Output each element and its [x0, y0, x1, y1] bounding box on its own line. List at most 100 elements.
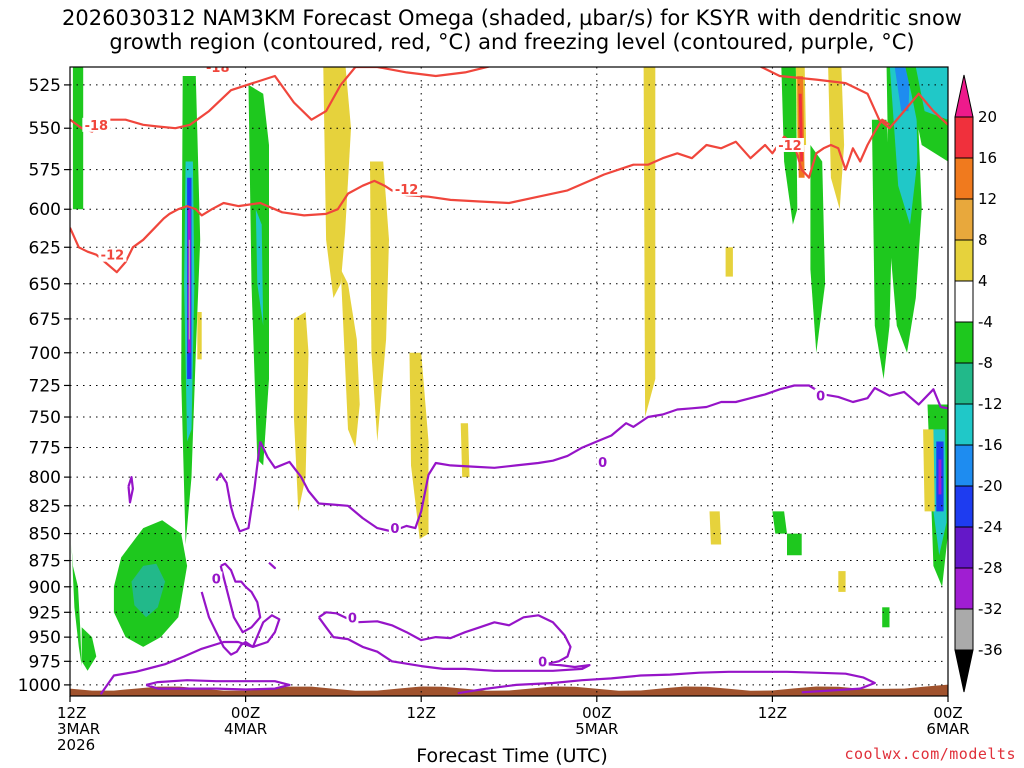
- contour-label-bg: [346, 610, 359, 625]
- x-tick-label: 00Z: [582, 704, 611, 722]
- colorbar-band: [954, 362, 974, 405]
- contour-line: [219, 562, 262, 634]
- y-tick-label: 800: [29, 468, 61, 488]
- plot-frame: [69, 66, 949, 697]
- y-tick-label: 700: [29, 344, 61, 364]
- omega-region: [882, 607, 890, 628]
- contour-label-bg: [388, 521, 401, 536]
- omega-shading-layer: [71, 67, 948, 671]
- chart-title-line-2: growth region (contoured, red, °C) and f…: [109, 30, 915, 54]
- omega-region: [81, 627, 97, 671]
- y-tick-label: 850: [29, 525, 61, 545]
- colorbar-band: [954, 608, 974, 651]
- x-tick-label: 00Z: [933, 704, 962, 722]
- colorbar-band: [954, 403, 974, 446]
- colorbar-label: -28: [978, 559, 1003, 577]
- y-tick-label: 600: [29, 200, 61, 220]
- contour-label-bg: [203, 67, 232, 74]
- omega-region: [838, 571, 846, 592]
- contour-label: -18: [206, 61, 230, 76]
- y-tick-label: 650: [29, 275, 61, 295]
- colorbar-band: [954, 116, 974, 159]
- omega-region: [923, 429, 935, 512]
- omega-region: [894, 67, 910, 112]
- colorbar-band: [954, 321, 974, 364]
- contour-label: -12: [395, 183, 419, 198]
- contour-line: [268, 561, 276, 570]
- contour-label: 0: [816, 390, 825, 405]
- omega-region: [460, 423, 470, 478]
- x-tick-label: 5MAR: [575, 720, 618, 738]
- omega-region: [323, 67, 351, 298]
- y-tick-label: 750: [29, 408, 61, 428]
- x-tick-label: 2026: [57, 736, 95, 754]
- terrain-layer: [70, 684, 948, 696]
- x-tick-label: 12Z: [407, 704, 436, 722]
- omega-region: [828, 67, 845, 210]
- omega-region: [889, 67, 918, 225]
- credit-link[interactable]: coolwx.com/modelts: [844, 745, 1016, 763]
- x-tick-label: 12Z: [57, 704, 86, 722]
- colorbar-label: 16: [978, 149, 997, 167]
- contour-label: 0: [390, 522, 399, 537]
- y-tick-label: 950: [29, 628, 61, 648]
- colorbar-label: -4: [978, 313, 993, 331]
- colorbar-band: [954, 157, 974, 200]
- omega-region: [71, 544, 82, 667]
- omega-region: [188, 239, 190, 340]
- contour-line: [145, 679, 291, 691]
- omega-region: [915, 67, 948, 120]
- y-tick-label: 925: [29, 603, 61, 623]
- colorbar-label: -8: [978, 354, 993, 372]
- y-tick-label: 875: [29, 552, 61, 572]
- colorbar-label: 12: [978, 190, 997, 208]
- colorbar-label: 4: [978, 272, 988, 290]
- x-tick-label: 4MAR: [224, 720, 267, 738]
- contour-label-bg: [82, 117, 111, 132]
- omega-region: [709, 511, 722, 545]
- contour-line: [259, 384, 948, 533]
- y-tick-label: 575: [29, 161, 61, 181]
- omega-region: [725, 247, 733, 277]
- omega-region: [871, 119, 893, 379]
- omega-region: [409, 352, 429, 539]
- colorbar-label: -20: [978, 477, 1003, 495]
- y-tick-label: 775: [29, 439, 61, 459]
- contour-label-bg: [210, 571, 223, 586]
- omega-region: [772, 511, 787, 534]
- colorbar-label: -32: [978, 600, 1003, 618]
- contour-label-bg: [98, 247, 127, 262]
- omega-region: [810, 145, 826, 353]
- contour-layer: -18 -18 -12 -12 -12 0 0 0 0 0 0: [70, 61, 948, 695]
- omega-region: [370, 161, 389, 442]
- contour-label: -18: [85, 119, 109, 134]
- contour-label: -12: [778, 139, 802, 154]
- colorbar-label: -12: [978, 395, 1003, 413]
- colorbar-band: [954, 280, 974, 323]
- x-tick-label: 3MAR: [57, 720, 100, 738]
- colorbar-band: [954, 198, 974, 241]
- contour-label: 0: [212, 572, 221, 587]
- y-tick-label: 550: [29, 119, 61, 139]
- contour-label-bg: [775, 138, 804, 153]
- colorbar-label: -16: [978, 436, 1003, 454]
- y-tick-label: 725: [29, 376, 61, 396]
- omega-region: [340, 269, 360, 448]
- colorbar-cap-top: [954, 74, 974, 118]
- x-tick-label: 12Z: [758, 704, 787, 722]
- x-tick-label: 00Z: [231, 704, 260, 722]
- colorbar-label: 8: [978, 231, 988, 249]
- omega-region: [197, 312, 202, 360]
- contour-label-bg: [596, 454, 609, 469]
- chart-title-line-1: 2026030312 NAM3KM Forecast Omega (shaded…: [62, 6, 962, 30]
- contour-label-bg: [536, 654, 549, 669]
- contour-line: [127, 476, 134, 504]
- y-tick-label: 825: [29, 497, 61, 517]
- contour-line: [457, 670, 876, 695]
- y-tick-label: 625: [29, 238, 61, 258]
- omega-region: [643, 67, 656, 417]
- contour-label-bg: [814, 388, 827, 403]
- omega-region: [72, 67, 84, 210]
- y-axis: 525 550 575 600 625 650 675 700 725 750 775 800 825 8…: [18, 76, 70, 696]
